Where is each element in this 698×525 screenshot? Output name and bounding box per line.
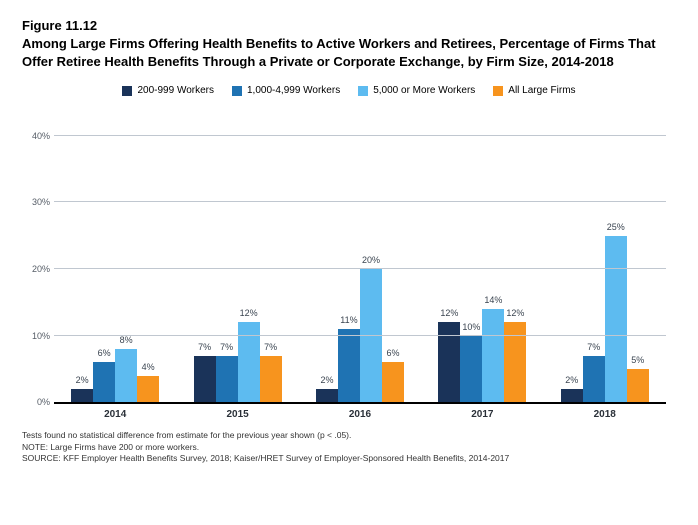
bar-value-label: 11% [340,315,357,325]
bar-value-label: 14% [484,295,502,305]
legend-swatch [122,86,132,96]
bar-group: 2%6%8%4%2014 [71,122,159,402]
footnotes: Tests found no statistical difference fr… [22,430,676,464]
x-axis-label: 2015 [226,409,248,420]
y-axis-label: 20% [24,264,50,274]
bar: 7% [260,356,282,403]
x-axis-label: 2017 [471,409,493,420]
footnote-line: NOTE: Large Firms have 200 or more worke… [22,442,676,453]
bar: 10% [460,336,482,403]
bar-group: 2%7%25%5%2018 [561,122,649,402]
bar-value-label: 5% [631,355,644,365]
bar-value-label: 8% [120,335,133,345]
legend-item: All Large Firms [493,85,575,96]
legend-label: 200-999 Workers [137,85,214,96]
figure-number: Figure 11.12 [22,18,676,33]
figure-title: Among Large Firms Offering Health Benefi… [22,35,676,71]
bar: 11% [338,329,360,402]
legend: 200-999 Workers 1,000-4,999 Workers 5,000 … [22,85,676,96]
chart-area: 2%6%8%4%20147%7%12%7%20152%11%20%6%20161… [54,104,666,404]
bar: 2% [316,389,338,402]
grid-line [54,335,666,336]
bar: 5% [627,369,649,402]
x-axis-label: 2016 [349,409,371,420]
y-axis-label: 10% [24,331,50,341]
bar-value-label: 7% [198,342,211,352]
legend-item: 200-999 Workers [122,85,214,96]
bar: 2% [71,389,93,402]
legend-item: 1,000-4,999 Workers [232,85,340,96]
bar-value-label: 12% [506,308,524,318]
x-axis-label: 2018 [594,409,616,420]
bar: 14% [482,309,504,402]
legend-label: 1,000-4,999 Workers [247,85,340,96]
legend-swatch [232,86,242,96]
legend-swatch [358,86,368,96]
bar-group: 12%10%14%12%2017 [438,122,526,402]
bar-value-label: 2% [320,375,333,385]
bar-group: 2%11%20%6%2016 [316,122,404,402]
footnote-line: Tests found no statistical difference fr… [22,430,676,441]
y-axis-label: 40% [24,131,50,141]
plot: 2%6%8%4%20147%7%12%7%20152%11%20%6%20161… [54,122,666,404]
bar: 25% [605,236,627,403]
legend-item: 5,000 or More Workers [358,85,475,96]
bar: 2% [561,389,583,402]
bar-value-label: 12% [240,308,258,318]
bar: 7% [216,356,238,403]
footnote-line: SOURCE: KFF Employer Health Benefits Sur… [22,453,676,464]
figure-container: Figure 11.12 Among Large Firms Offering … [0,0,698,525]
x-axis-label: 2014 [104,409,126,420]
bar-value-label: 6% [98,348,111,358]
bar-group: 7%7%12%7%2015 [194,122,282,402]
bar-groups: 2%6%8%4%20147%7%12%7%20152%11%20%6%20161… [54,122,666,402]
bar: 7% [583,356,605,403]
bar: 6% [93,362,115,402]
bar-value-label: 7% [587,342,600,352]
y-axis-label: 0% [24,397,50,407]
bar-value-label: 4% [142,362,155,372]
legend-label: All Large Firms [508,85,575,96]
bar-value-label: 10% [462,322,480,332]
bar: 8% [115,349,137,402]
y-axis-label: 30% [24,197,50,207]
bar-value-label: 7% [220,342,233,352]
bar-value-label: 7% [264,342,277,352]
grid-line [54,268,666,269]
legend-label: 5,000 or More Workers [373,85,475,96]
bar: 7% [194,356,216,403]
bar-value-label: 2% [565,375,578,385]
bar-value-label: 20% [362,255,380,265]
bar-value-label: 12% [440,308,458,318]
bar: 4% [137,376,159,403]
bar-value-label: 2% [76,375,89,385]
bar-value-label: 25% [607,222,625,232]
bar: 6% [382,362,404,402]
grid-line [54,135,666,136]
legend-swatch [493,86,503,96]
grid-line [54,201,666,202]
bar-value-label: 6% [386,348,399,358]
